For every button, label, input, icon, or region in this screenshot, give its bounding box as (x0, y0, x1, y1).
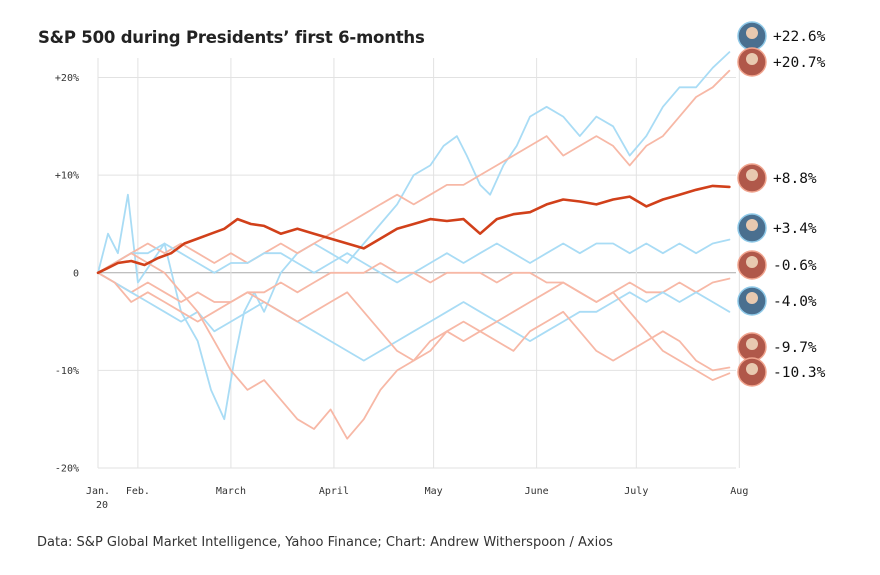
series-line-4 (97, 262, 731, 303)
avatar-face-0 (746, 27, 758, 39)
x-tick-label: April (319, 486, 349, 497)
x-tick-label: Feb. (126, 486, 150, 497)
avatar-face-1 (746, 53, 758, 65)
end-value-label: -9.7% (773, 340, 817, 356)
chart-title: S&P 500 during Presidents’ first 6-month… (38, 28, 425, 47)
y-tick-label: -10% (55, 366, 79, 377)
end-label-layer: +22.6% +20.7% +8.8% +3.4% -0.6% -4.0% -9.7% -10… (737, 21, 826, 387)
grid-layer: +20% +10% 0 -10% -20% Jan. 20 Feb. March April May… (55, 58, 748, 511)
end-value-label: +3.4% (773, 221, 817, 237)
avatar-face-7 (746, 363, 758, 375)
avatar-face-2 (746, 169, 758, 181)
end-value-label: +8.8% (773, 171, 817, 187)
series-layer (96, 51, 731, 440)
y-tick-label: +20% (55, 73, 79, 84)
x-tick-label: June (525, 486, 549, 497)
x-tick-label: July (624, 486, 648, 497)
x-tick-label: Aug (730, 486, 748, 497)
series-line-1 (97, 69, 731, 274)
y-tick-label: +10% (55, 171, 79, 182)
x-tick-label: March (216, 486, 246, 497)
series-line-2 (96, 184, 731, 275)
avatar-face-3 (746, 219, 758, 231)
series-line-3 (97, 238, 731, 284)
end-value-label: +22.6% (773, 29, 826, 45)
end-value-label: -0.6% (773, 258, 817, 274)
series-line-7 (97, 252, 731, 440)
x-tick-label: Jan. (86, 486, 110, 497)
avatar-face-4 (746, 256, 758, 268)
series-line-6 (97, 271, 731, 372)
avatar-face-5 (746, 292, 758, 304)
series-line-0 (97, 51, 731, 421)
x-tick-label: May (425, 486, 443, 497)
avatar-face-6 (746, 338, 758, 350)
y-tick-label: -20% (55, 464, 79, 475)
x-tick-label-line2: 20 (96, 500, 108, 511)
y-tick-label: 0 (73, 268, 79, 279)
end-value-label: -10.3% (773, 365, 826, 381)
end-value-label: +20.7% (773, 55, 826, 71)
source-note: Data: S&P Global Market Intelligence, Ya… (37, 535, 613, 550)
end-value-label: -4.0% (773, 294, 817, 310)
